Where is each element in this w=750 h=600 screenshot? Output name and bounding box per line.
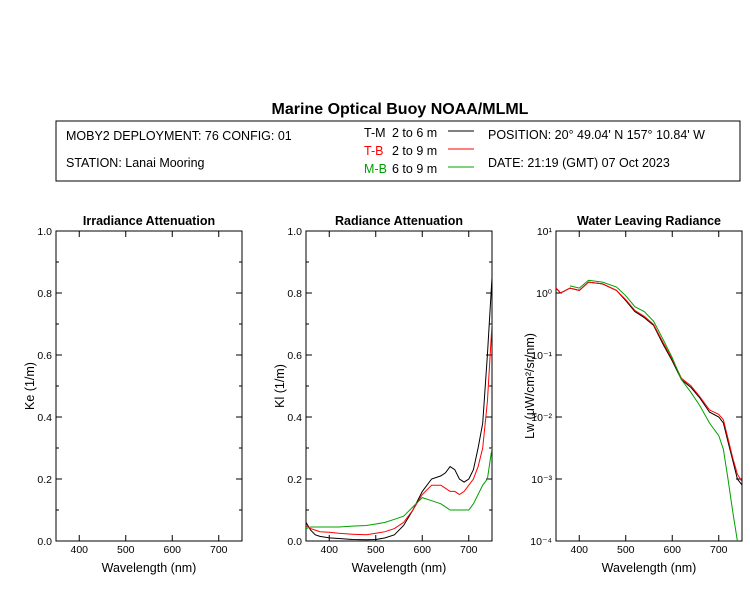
x-tick-label: 700 xyxy=(710,544,728,556)
x-tick-label: 700 xyxy=(460,544,478,556)
y-tick-label: 1.0 xyxy=(37,226,52,238)
y-axis-label: Ke (1/m) xyxy=(23,362,37,410)
y-tick-label: 10⁻⁴ xyxy=(530,536,552,548)
y-tick-label: 0.0 xyxy=(37,536,52,548)
panel-water-leaving: Water Leaving Radiance 400 500 600 700 10⁻⁴ 10… xyxy=(523,214,743,575)
panel-title: Water Leaving Radiance xyxy=(577,214,721,228)
series-line-t-b xyxy=(306,323,492,536)
y-tick-label: 0.6 xyxy=(287,350,302,362)
x-axis-label: Wavelength (nm) xyxy=(602,561,697,575)
legend-range-m-b: 6 to 9 m xyxy=(392,162,437,176)
y-tick-label: 0.8 xyxy=(37,288,52,300)
y-tick-label: 0.6 xyxy=(37,350,52,362)
x-tick-label: 600 xyxy=(163,544,181,556)
y-axis-label: Kl (1/m) xyxy=(273,364,287,408)
plot-frame xyxy=(555,230,743,542)
x-axis-label: Wavelength (nm) xyxy=(102,561,197,575)
station-text: STATION: Lanai Mooring xyxy=(66,156,205,170)
y-tick-label: 0.4 xyxy=(37,412,52,424)
series-line-m-b xyxy=(306,447,492,530)
x-tick-label: 500 xyxy=(617,544,635,556)
legend-code-m-b: M-B xyxy=(364,162,387,176)
y-tick-label: 0.2 xyxy=(37,474,52,486)
x-tick-label: 500 xyxy=(117,544,135,556)
y-tick-label: 10⁰ xyxy=(536,288,553,300)
date-text: DATE: 21:19 (GMT) 07 Oct 2023 xyxy=(488,156,670,170)
legend-code-t-b: T-B xyxy=(364,144,383,158)
deployment-text: MOBY2 DEPLOYMENT: 76 CONFIG: 01 xyxy=(66,129,292,143)
series-line-t-m xyxy=(306,277,492,541)
panel-title: Irradiance Attenuation xyxy=(83,214,215,228)
legend-range-t-b: 2 to 9 m xyxy=(392,144,437,158)
info-box-border xyxy=(55,120,741,182)
info-box: MOBY2 DEPLOYMENT: 76 CONFIG: 01 STATION:… xyxy=(55,120,741,182)
x-tick-label: 600 xyxy=(663,544,681,556)
y-tick-label: 10⁻³ xyxy=(531,474,552,486)
y-tick-label: 1.0 xyxy=(287,226,302,238)
x-tick-label: 500 xyxy=(367,544,385,556)
legend-code-t-m: T-M xyxy=(364,126,386,140)
y-tick-label: 10⁻¹ xyxy=(531,350,552,362)
x-axis-label: Wavelength (nm) xyxy=(352,561,447,575)
panel-irradiance: Irradiance Attenuation 400 500 600 700 0.0 0.2… xyxy=(23,214,243,575)
position-text: POSITION: 20° 49.04' N 157° 10.84' W xyxy=(488,128,705,142)
y-tick-label: 0.8 xyxy=(287,288,302,300)
x-tick-label: 400 xyxy=(320,544,338,556)
panel-radiance: Radiance Attenuation 400 500 600 700 0.0 0.2 0.… xyxy=(273,214,493,575)
y-tick-label: 10⁻² xyxy=(531,412,552,424)
y-axis-label: Lw (μW/cm²/sr/nm) xyxy=(523,333,537,439)
panel-title: Radiance Attenuation xyxy=(335,214,463,228)
x-tick-label: 400 xyxy=(570,544,588,556)
series-line-t-m xyxy=(556,281,742,486)
legend: T-M 2 to 6 m T-B 2 to 9 m M-B 6 to 9 m xyxy=(364,126,474,176)
series-line-m-b xyxy=(569,279,738,541)
figure-title: Marine Optical Buoy NOAA/MLML xyxy=(272,101,529,118)
x-tick-label: 400 xyxy=(70,544,88,556)
legend-range-t-m: 2 to 6 m xyxy=(392,126,437,140)
chart-panels: Irradiance Attenuation 400 500 600 700 0.0 0.2… xyxy=(23,214,743,575)
series-line-t-b xyxy=(556,281,742,483)
x-tick-label: 700 xyxy=(210,544,228,556)
plot-frame xyxy=(55,230,243,542)
x-tick-label: 600 xyxy=(413,544,431,556)
y-tick-label: 0.0 xyxy=(287,536,302,548)
y-tick-label: 10¹ xyxy=(537,226,553,238)
plot-frame xyxy=(305,230,493,542)
y-tick-label: 0.4 xyxy=(287,412,302,424)
y-tick-label: 0.2 xyxy=(287,474,302,486)
